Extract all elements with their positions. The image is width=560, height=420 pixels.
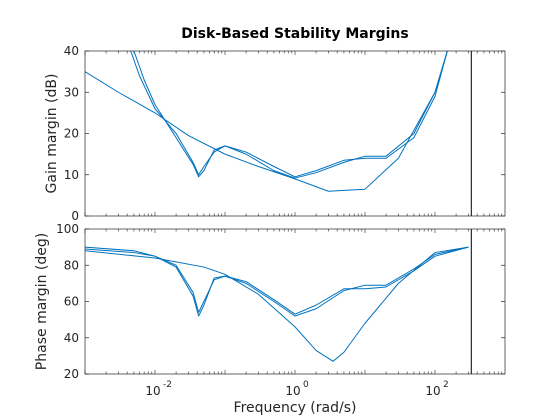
y-tick-label: 40 xyxy=(64,44,79,58)
gain-curves xyxy=(85,51,448,192)
phase-curves xyxy=(85,246,469,362)
phase-series-1 xyxy=(85,246,469,362)
gain-series-2 xyxy=(130,51,448,179)
y-tick-label: 20 xyxy=(64,367,79,381)
gain-axes-box xyxy=(84,50,506,217)
x-tick-label: 10 xyxy=(285,384,300,398)
x-tick-exponent: 2 xyxy=(443,380,449,390)
gain-series-1 xyxy=(85,51,448,192)
y-tick-label: 40 xyxy=(64,331,79,345)
phase-margin-axes[interactable]: Phase margin (deg) 20 40 60 80 100 xyxy=(34,222,506,381)
x-tick-exponent: 0 xyxy=(303,380,309,390)
phase-ylabel: Phase margin (deg) xyxy=(34,233,50,370)
y-tick-label: 60 xyxy=(64,295,79,309)
x-axis-label: Frequency (rad/s) xyxy=(234,400,357,416)
gain-ylabel: Gain margin (dB) xyxy=(44,74,60,194)
phase-series-2 xyxy=(85,246,469,317)
x-tick-label: 10 xyxy=(145,384,160,398)
x-tick-labels: 10 -2 10 0 10 2 xyxy=(145,380,448,398)
y-tick-label: 0 xyxy=(71,209,79,223)
y-tick-label: 100 xyxy=(56,222,79,236)
y-tick-label: 20 xyxy=(64,127,79,141)
x-tick-label: 10 xyxy=(425,384,440,398)
x-tick-exponent: -2 xyxy=(163,380,172,390)
phase-plot-area xyxy=(85,229,505,374)
phase-series-3 xyxy=(85,246,469,317)
gain-margin-axes[interactable]: Gain margin (dB) 0 10 20 30 40 xyxy=(44,44,506,223)
phase-axes-box xyxy=(84,228,506,375)
chart-title: Disk-Based Stability Margins xyxy=(181,26,408,42)
y-tick-label: 10 xyxy=(64,168,79,182)
y-tick-label: 30 xyxy=(64,85,79,99)
gain-plot-area xyxy=(85,51,505,216)
y-tick-label: 80 xyxy=(64,258,79,272)
gain-series-3 xyxy=(133,51,448,178)
